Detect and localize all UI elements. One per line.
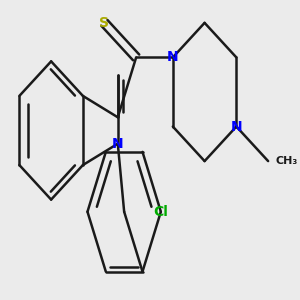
Text: Cl: Cl (153, 205, 168, 219)
Text: N: N (167, 50, 178, 64)
Text: N: N (230, 119, 242, 134)
Text: S: S (99, 16, 110, 30)
Text: N: N (112, 137, 124, 151)
Text: CH₃: CH₃ (275, 156, 297, 166)
